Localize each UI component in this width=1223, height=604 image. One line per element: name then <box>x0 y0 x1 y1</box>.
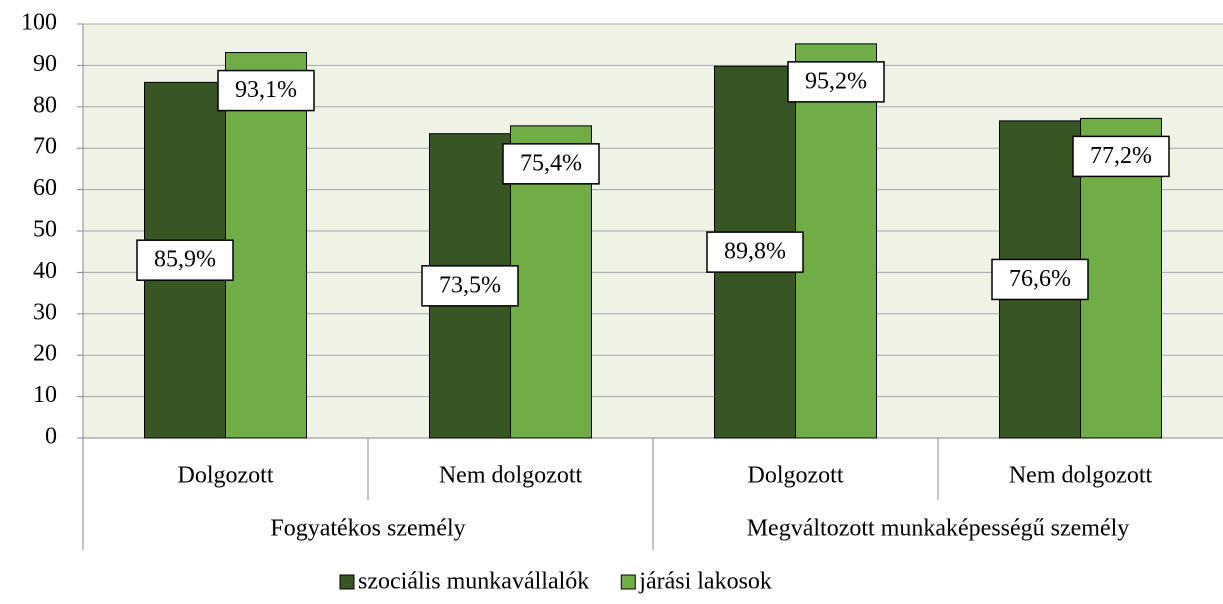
y-tick-label: 0 <box>45 424 57 450</box>
y-tick-label: 70 <box>33 134 57 160</box>
data-label: 75,4% <box>520 150 582 176</box>
data-label-box <box>706 231 804 273</box>
x-tick-label: Nem dolgozott <box>1009 463 1153 489</box>
y-tick-label: 30 <box>33 299 57 325</box>
y-tick-label: 20 <box>33 341 57 367</box>
data-label-box <box>136 239 234 281</box>
data-label: 93,1% <box>235 77 297 103</box>
group-label: Megváltozott munkaképességű személy <box>747 516 1130 542</box>
data-label: 89,8% <box>724 239 786 265</box>
data-label-box <box>217 69 315 112</box>
data-label: 76,6% <box>1009 266 1071 292</box>
x-tick-label: Nem dolgozott <box>439 463 583 489</box>
data-label-box <box>502 143 600 185</box>
group-label: Fogyatékos személy <box>270 516 465 542</box>
data-label-box <box>787 61 885 103</box>
legend-label: szociális munkavállalók <box>358 569 589 595</box>
data-label: 95,2% <box>805 68 867 94</box>
data-label: 85,9% <box>154 247 216 273</box>
y-tick-label: 60 <box>33 175 57 201</box>
legend-swatch <box>620 574 636 590</box>
bar <box>795 43 877 439</box>
data-label: 77,2% <box>1090 143 1152 169</box>
data-label-box <box>991 258 1089 301</box>
data-label: 73,5% <box>439 272 501 298</box>
x-tick-label: Dolgozott <box>178 463 274 489</box>
y-tick-label: 40 <box>33 258 57 284</box>
legend-swatch <box>339 574 355 590</box>
legend-label: járási lakosok <box>638 569 772 595</box>
y-tick-label: 100 <box>21 10 57 36</box>
data-label-box <box>421 265 519 307</box>
x-tick-label: Dolgozott <box>748 463 844 489</box>
y-tick-label: 80 <box>33 92 57 118</box>
y-tick-label: 10 <box>33 382 57 408</box>
y-tick-label: 90 <box>33 51 57 77</box>
bar <box>225 52 307 439</box>
y-tick-label: 50 <box>33 217 57 243</box>
data-label-box <box>1072 135 1170 178</box>
